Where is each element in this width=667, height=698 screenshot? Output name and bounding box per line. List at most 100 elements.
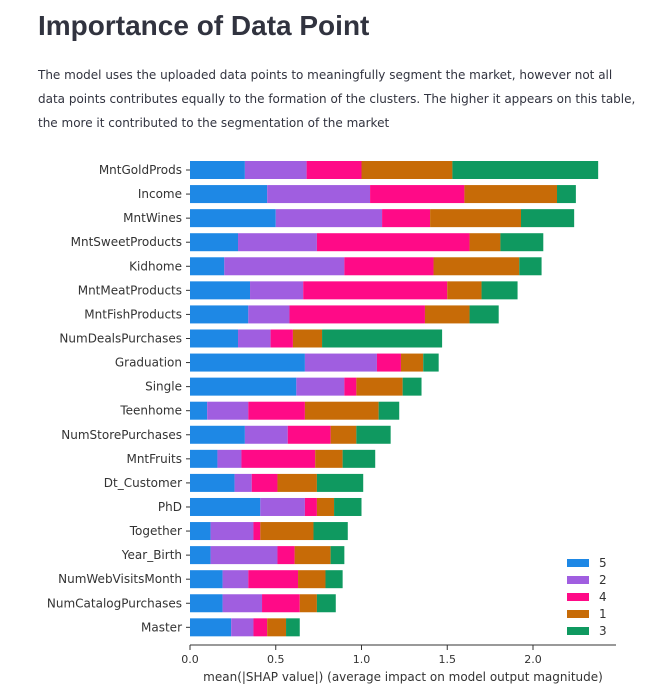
bar-MntFishProducts-series-3 (469, 305, 499, 324)
bar-NumCatalogPurchases-series-1 (299, 594, 317, 613)
legend-swatch-1 (567, 610, 589, 618)
bar-MntFruits-series-4 (241, 449, 316, 468)
bar-MntGoldProds-series-5 (190, 161, 245, 179)
bar-MntFruits-series-1 (315, 449, 343, 468)
bar-MntWines-series-3 (520, 209, 575, 228)
bar-Graduation-series-3 (423, 353, 439, 372)
bar-Teenhome-series-4 (248, 401, 305, 420)
page-title: Importance of Data Point (38, 10, 370, 41)
y-tick-label: PhD (158, 500, 182, 514)
bar-Year_Birth-series-5 (190, 546, 211, 565)
bar-MntGoldProds-series-3 (452, 161, 599, 179)
bar-MntSweetProducts-series-4 (316, 233, 470, 252)
bar-NumDealsPurchases-series-2 (238, 329, 271, 348)
bar-MntSweetProducts-series-1 (469, 233, 501, 252)
y-tick-label: Together (129, 524, 182, 538)
y-tick-label: Year_Birth (121, 548, 182, 562)
bar-PhD-series-3 (334, 497, 362, 516)
bar-Kidhome-series-1 (433, 257, 520, 276)
bar-MntWines-series-5 (190, 209, 276, 228)
bar-Income-series-3 (557, 185, 576, 204)
bar-MntMeatProducts-series-4 (303, 281, 448, 300)
bar-NumWebVisitsMonth-series-3 (325, 570, 343, 589)
bar-NumStorePurchases-series-4 (287, 425, 331, 444)
bar-MntFruits-series-5 (190, 449, 218, 468)
bar-Together-series-4 (253, 522, 261, 541)
bar-Dt_Customer-series-5 (190, 473, 235, 492)
bar-NumWebVisitsMonth-series-1 (298, 570, 326, 589)
x-tick-label: 1.0 (353, 653, 371, 666)
bar-Dt_Customer-series-1 (277, 473, 317, 492)
bar-MntWines-series-4 (382, 209, 431, 228)
bar-MntFishProducts-series-4 (289, 305, 425, 324)
legend-swatch-3 (567, 627, 589, 635)
bar-NumWebVisitsMonth-series-2 (222, 570, 249, 589)
legend-label-3: 3 (599, 624, 607, 638)
y-tick-label: Income (138, 187, 182, 201)
x-tick-label: 0.0 (181, 653, 199, 666)
x-tick-label: 2.0 (524, 653, 542, 666)
y-tick-label: Master (141, 620, 182, 634)
bar-Graduation-series-5 (190, 353, 305, 372)
legend-label-5: 5 (599, 556, 607, 570)
bar-Teenhome-series-5 (190, 401, 208, 420)
bar-Master-series-5 (190, 618, 232, 637)
page-description: The model uses the uploaded data points … (38, 68, 636, 130)
y-tick-label: Teenhome (119, 404, 182, 418)
bar-PhD-series-4 (304, 497, 317, 516)
bar-MntFruits-series-2 (217, 449, 242, 468)
bar-Year_Birth-series-4 (277, 546, 295, 565)
bar-Master-series-1 (267, 618, 287, 637)
y-tick-label: MntFruits (126, 452, 182, 466)
y-tick-label: NumCatalogPurchases (47, 596, 182, 610)
bar-Single-series-1 (356, 377, 403, 396)
legend-swatch-2 (567, 576, 589, 584)
bar-Single-series-5 (190, 377, 297, 396)
bar-Master-series-4 (253, 618, 268, 637)
bar-Teenhome-series-2 (207, 401, 249, 420)
legend-swatch-4 (567, 593, 589, 601)
bar-Income-series-1 (464, 185, 558, 204)
bar-Kidhome-series-3 (519, 257, 542, 276)
y-tick-label: NumDealsPurchases (59, 331, 182, 345)
bar-Teenhome-series-1 (304, 401, 379, 420)
bar-NumStorePurchases-series-2 (244, 425, 288, 444)
bar-Income-series-4 (370, 185, 465, 204)
bar-MntSweetProducts-series-2 (238, 233, 317, 252)
shap-importance-chart: MntGoldProds Income MntWines MntSweetProduc… (47, 161, 616, 684)
bar-MntSweetProducts-series-3 (500, 233, 544, 252)
bar-MntGoldProds-series-4 (306, 161, 362, 179)
y-tick-label: MntFishProducts (84, 307, 182, 321)
bar-Year_Birth-series-2 (210, 546, 278, 565)
y-tick-label: Graduation (115, 356, 182, 370)
bar-Graduation-series-2 (304, 353, 377, 372)
bar-Together-series-3 (313, 522, 348, 541)
bar-NumDealsPurchases-series-5 (190, 329, 239, 348)
bar-Master-series-3 (286, 618, 300, 637)
bar-NumDealsPurchases-series-3 (322, 329, 443, 348)
bar-Together-series-1 (260, 522, 314, 541)
bar-MntFishProducts-series-1 (424, 305, 470, 324)
y-tick-label: MntMeatProducts (78, 283, 182, 297)
bar-NumCatalogPurchases-series-5 (190, 594, 223, 613)
bar-MntFruits-series-3 (342, 449, 376, 468)
bar-Graduation-series-4 (376, 353, 401, 372)
bar-MntWines-series-1 (430, 209, 521, 228)
bar-PhD-series-1 (316, 497, 335, 516)
bar-Kidhome-series-2 (224, 257, 345, 276)
bar-Kidhome-series-5 (190, 257, 225, 276)
y-tick-label: NumWebVisitsMonth (58, 572, 182, 586)
bar-MntWines-series-2 (275, 209, 383, 228)
bar-MntSweetProducts-series-5 (190, 233, 239, 252)
bar-Master-series-2 (231, 618, 254, 637)
bar-MntGoldProds-series-2 (244, 161, 307, 179)
bar-PhD-series-5 (190, 497, 261, 516)
legend-label-2: 2 (599, 573, 607, 587)
y-tick-label: MntWines (123, 211, 182, 225)
bar-Together-series-2 (210, 522, 254, 541)
bar-Together-series-5 (190, 522, 211, 541)
bar-MntMeatProducts-series-5 (190, 281, 251, 300)
bar-Income-series-5 (190, 185, 268, 204)
bar-NumCatalogPurchases-series-4 (262, 594, 300, 613)
bar-MntMeatProducts-series-1 (447, 281, 482, 300)
